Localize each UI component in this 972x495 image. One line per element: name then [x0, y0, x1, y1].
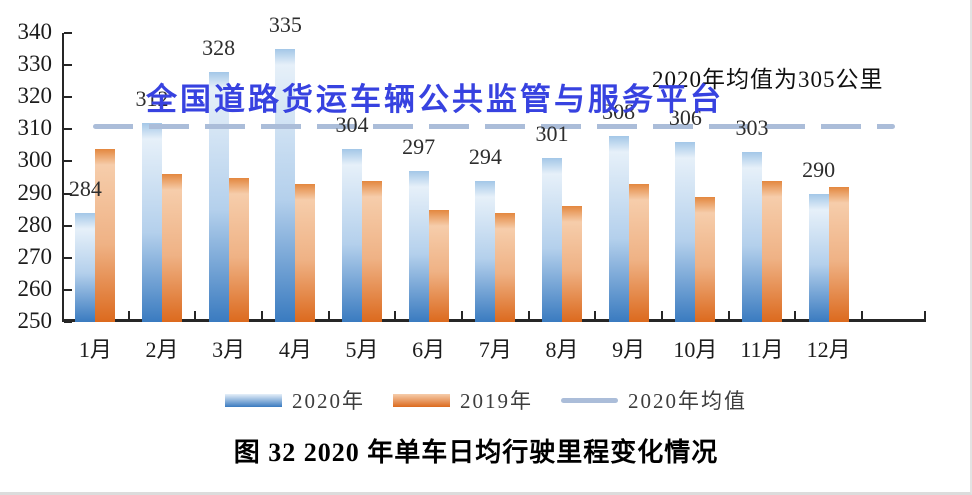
- x-axis-label: 6月: [412, 337, 446, 362]
- plot-area: 250 260 270 280 290 300 310 320 330 340 284 1月 312 2月…: [18, 12, 926, 362]
- bar-2020: [275, 49, 296, 322]
- x-axis-label: 9月: [612, 337, 646, 362]
- y-tick: [64, 224, 72, 227]
- bar-2019: [228, 177, 249, 322]
- value-label: 284: [68, 175, 102, 201]
- bar-2020: [208, 71, 229, 322]
- average-dashed-line: [93, 123, 895, 129]
- x-tick: [327, 311, 330, 319]
- value-label: 290: [802, 156, 836, 182]
- bar-2019: [428, 209, 449, 322]
- legend-label: 2020年均值: [628, 389, 747, 413]
- legend-item: 2019年: [393, 385, 533, 415]
- bar-2019: [495, 212, 516, 322]
- value-label: 308: [602, 98, 636, 124]
- legend-swatch-2020: [225, 393, 282, 407]
- value-label: 328: [202, 34, 236, 60]
- watermark: 全国道路货运车辆公共监管与服务平台: [146, 82, 724, 118]
- bar-2019: [628, 183, 649, 322]
- x-axis-label: 10月: [673, 337, 718, 362]
- value-label: 312: [135, 85, 169, 111]
- x-tick: [594, 311, 597, 319]
- x-axis-label: 12月: [806, 337, 851, 362]
- value-label: 297: [402, 134, 436, 160]
- bar-2019: [362, 180, 382, 322]
- bar-2019: [162, 174, 182, 322]
- value-label: 304: [335, 111, 369, 137]
- legend-label: 2019年: [460, 389, 533, 413]
- value-label: 303: [735, 114, 769, 140]
- bar-2019: [695, 196, 716, 322]
- y-tick: [64, 192, 72, 195]
- bar-2020: [408, 171, 429, 322]
- x-axis-label: 8月: [545, 337, 579, 362]
- x-axis-label: 11月: [740, 337, 784, 362]
- x-axis-label: 7月: [478, 337, 512, 362]
- y-tick: [64, 256, 72, 259]
- x-tick: [194, 311, 197, 319]
- legend-swatch-average-line: [561, 397, 618, 403]
- x-axis-end-tick: [924, 311, 926, 319]
- x-axis-label: 5月: [345, 337, 379, 362]
- bar-2020: [75, 212, 96, 322]
- y-axis: [62, 33, 64, 322]
- x-tick: [861, 311, 863, 319]
- x-tick: [127, 311, 130, 319]
- y-tick: [64, 128, 72, 131]
- legend-label: 2020年: [292, 389, 365, 413]
- x-axis-label: 4月: [278, 337, 312, 362]
- average-annotation: 2020年均值为305公里: [652, 67, 884, 92]
- bar-2020: [142, 122, 162, 322]
- bar-2019: [95, 148, 116, 322]
- bar-2019: [762, 180, 782, 322]
- y-tick: [64, 96, 72, 99]
- x-axis-label: 3月: [212, 337, 246, 362]
- legend-item: 2020年: [225, 385, 365, 415]
- y-axis-label: 270: [17, 243, 53, 269]
- y-axis-label: 260: [17, 275, 53, 301]
- bar-2020: [808, 193, 829, 322]
- x-tick: [661, 311, 663, 319]
- y-axis-label: 310: [17, 115, 53, 141]
- bar-2020: [675, 142, 696, 322]
- x-tick: [794, 311, 797, 319]
- x-tick: [461, 311, 463, 319]
- y-axis-label: 290: [17, 179, 53, 205]
- legend-item: 2020年均值: [561, 385, 747, 415]
- x-axis-label: 1月: [78, 337, 112, 362]
- y-tick: [64, 160, 72, 163]
- y-tick: [64, 64, 72, 67]
- x-tick: [394, 311, 397, 319]
- y-tick: [64, 32, 72, 34]
- chart-title: 图 32 2020 年单车日均行驶里程变化情况: [233, 438, 719, 467]
- value-label: 335: [268, 12, 302, 38]
- bar-2020: [542, 158, 562, 322]
- y-axis-label: 280: [17, 211, 53, 237]
- x-axis-label: 2月: [145, 337, 179, 362]
- x-tick: [727, 311, 730, 319]
- bar-2020: [742, 151, 762, 322]
- y-tick: [64, 288, 72, 291]
- value-label: 301: [535, 121, 569, 147]
- x-tick: [261, 311, 263, 319]
- bar-2019: [562, 206, 582, 322]
- y-axis-label: 250: [17, 308, 53, 333]
- bar-2020: [475, 180, 496, 322]
- y-axis-label: 340: [17, 19, 53, 44]
- bar-2019: [828, 187, 849, 322]
- x-tick: [527, 311, 530, 319]
- value-label: 294: [468, 143, 502, 169]
- bar-2020: [608, 135, 629, 322]
- legend: 2020年 2019年 2020年均值: [0, 385, 970, 415]
- bar-2020: [342, 148, 362, 322]
- y-axis-label: 330: [17, 51, 53, 77]
- bar-2019: [295, 183, 316, 322]
- y-axis-label: 300: [17, 147, 53, 173]
- y-axis-label: 320: [17, 83, 53, 109]
- legend-swatch-2019: [393, 393, 450, 407]
- value-label: 306: [668, 105, 702, 131]
- y-tick: [64, 321, 72, 323]
